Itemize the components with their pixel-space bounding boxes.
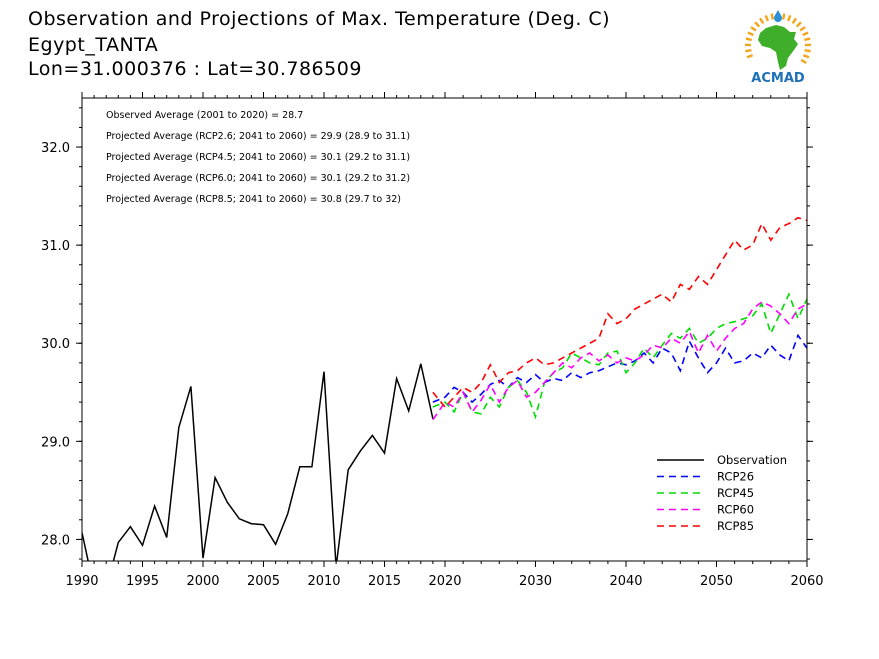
x-tick-label: 1995 [126,574,159,589]
sun-ray [764,14,769,22]
legend-label: RCP26 [717,470,754,484]
annotation-line: Projected Average (RCP6.0; 2041 to 2060)… [106,173,410,184]
location-coords: Lon=31.000376 : Lat=30.786509 [28,58,362,80]
y-tick-label: 32.0 [41,141,70,156]
series-line-rcp45 [432,292,807,420]
x-tick-label: 2000 [186,574,219,589]
sun-ray [802,54,810,59]
x-tick-label: 2040 [609,574,642,589]
sun-ray [754,21,761,28]
series-line-observation [82,363,434,561]
x-tick-label: 2060 [790,574,823,589]
sun-ray [802,31,809,37]
sun-ray [800,58,807,65]
legend-label: Observation [717,453,787,467]
series-line-rcp85 [432,216,807,409]
legend-label: RCP85 [717,519,754,533]
series-line-rcp60 [432,301,807,421]
annotation-line: Observed Average (2001 to 2020) = 28.7 [106,110,303,121]
x-tick-label: 2030 [519,574,552,589]
x-tick-label: 1990 [65,574,98,589]
sun-ray [799,26,806,32]
sun-ray [804,49,811,53]
sun-ray [795,21,802,28]
location-name: Egypt_TANTA [28,34,159,56]
y-tick-label: 29.0 [41,435,70,450]
sun-rays-icon [744,13,812,65]
legend-label: RCP60 [717,503,754,517]
sun-ray [746,54,754,59]
sun-ray [745,37,752,42]
logo-text: ACMAD [751,71,805,86]
x-tick-label: 2050 [700,574,733,589]
sun-ray [745,49,752,53]
annotation-line: Projected Average (RCP2.6; 2041 to 2060)… [106,131,410,142]
africa-map-icon [758,25,798,70]
sun-ray [750,26,757,32]
x-tick-label: 2005 [247,574,280,589]
sun-ray [770,13,775,20]
sun-ray [791,17,797,25]
x-tick-label: 2020 [428,574,461,589]
sun-ray [747,31,754,37]
sun-ray [759,17,765,25]
plot-frame [81,97,808,562]
legend-label: RCP45 [717,486,754,500]
annotation-line: Projected Average (RCP4.5; 2041 to 2060)… [106,152,410,163]
water-drop-icon [774,10,782,22]
y-tick-label: 31.0 [41,239,70,254]
sun-ray [804,37,811,42]
x-tick-label: 2010 [307,574,340,589]
sun-ray [787,14,792,22]
y-tick-label: 28.0 [41,533,70,548]
sun-ray [781,13,786,20]
chart-title: Observation and Projections of Max. Temp… [28,8,611,30]
annotation-line: Projected Average (RCP8.5; 2041 to 2060)… [106,194,401,205]
y-tick-label: 30.0 [41,337,70,352]
x-tick-label: 2015 [368,574,401,589]
acmad-logo: ACMAD [744,10,812,86]
